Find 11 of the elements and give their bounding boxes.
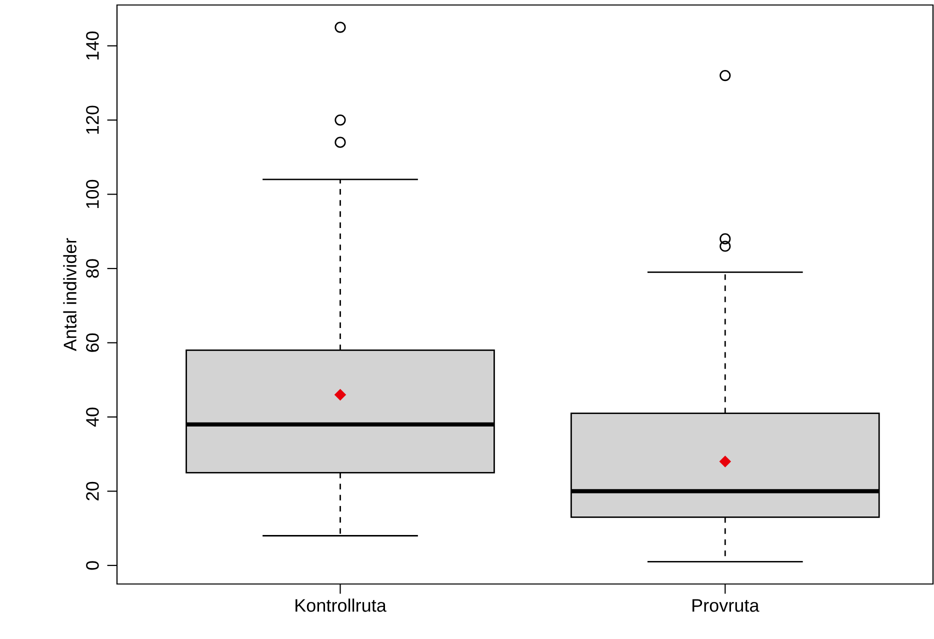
y-tick-label: 40 — [86, 408, 99, 427]
x-tick-label: Kontrollruta — [296, 598, 386, 612]
y-tick-label: 80 — [86, 259, 99, 278]
y-axis-title: Antal individer — [63, 238, 76, 352]
y-tick-label: 100 — [86, 180, 99, 208]
y-tick-label: 20 — [86, 482, 99, 500]
x-tick-label: Provruta — [692, 599, 760, 612]
y-tick-label: 0 — [86, 561, 99, 570]
y-tick-label: 120 — [86, 106, 99, 134]
y-tick-label: 60 — [86, 333, 99, 352]
y-tick-label: 140 — [86, 31, 99, 60]
